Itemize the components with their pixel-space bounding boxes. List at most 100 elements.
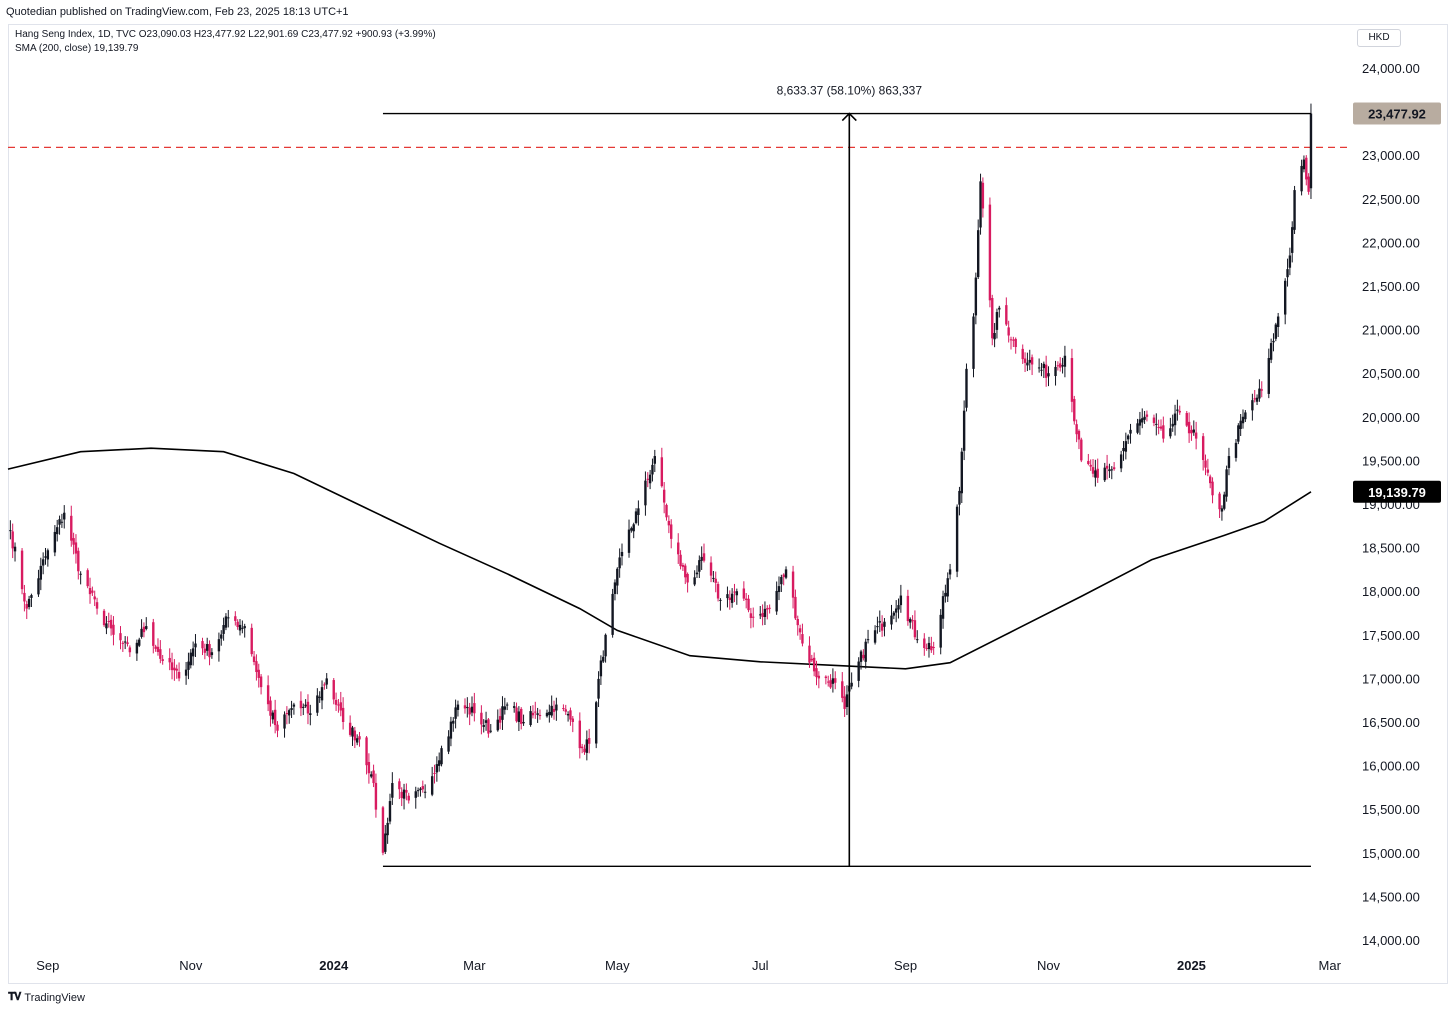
candle[interactable]: [599, 655, 603, 685]
candle[interactable]: [909, 617, 912, 629]
candle[interactable]: [1077, 429, 1081, 450]
candle[interactable]: [1157, 419, 1160, 435]
candle[interactable]: [700, 546, 703, 570]
candle[interactable]: [306, 694, 310, 725]
candle[interactable]: [91, 586, 94, 596]
candle[interactable]: [93, 590, 96, 607]
candle[interactable]: [1302, 155, 1306, 173]
candle[interactable]: [447, 730, 450, 755]
candle[interactable]: [283, 711, 286, 738]
candle[interactable]: [1141, 408, 1144, 429]
candle[interactable]: [827, 675, 830, 687]
candle[interactable]: [140, 619, 143, 639]
candle[interactable]: [897, 598, 900, 619]
symbol-legend[interactable]: Hang Seng Index, 1D, TVC O23,090.03 H23,…: [15, 29, 436, 40]
candle[interactable]: [531, 705, 535, 719]
candle[interactable]: [250, 623, 253, 657]
candle[interactable]: [184, 661, 188, 685]
candle[interactable]: [1253, 390, 1256, 403]
candle[interactable]: [273, 699, 277, 734]
candle[interactable]: [236, 619, 239, 630]
candle[interactable]: [651, 458, 654, 482]
candle[interactable]: [1056, 361, 1060, 371]
candle[interactable]: [981, 177, 985, 218]
candle[interactable]: [1075, 419, 1078, 443]
candle[interactable]: [1042, 361, 1046, 378]
candle[interactable]: [995, 308, 999, 339]
candle[interactable]: [1023, 352, 1027, 373]
candle[interactable]: [1269, 338, 1273, 364]
sma-line[interactable]: [7, 447, 1312, 670]
candle[interactable]: [892, 610, 896, 620]
candle[interactable]: [440, 745, 443, 767]
candle[interactable]: [782, 573, 785, 586]
candle[interactable]: [536, 707, 539, 723]
candle[interactable]: [46, 548, 50, 567]
candle[interactable]: [121, 640, 125, 652]
candle[interactable]: [1009, 336, 1013, 350]
candle[interactable]: [780, 574, 783, 592]
candle[interactable]: [1192, 420, 1195, 436]
candle[interactable]: [719, 598, 722, 611]
candle[interactable]: [1218, 491, 1221, 519]
candle[interactable]: [1223, 491, 1226, 511]
candle[interactable]: [435, 756, 439, 782]
candle[interactable]: [1255, 394, 1259, 406]
candle[interactable]: [1040, 362, 1043, 377]
candle[interactable]: [686, 572, 689, 593]
candle[interactable]: [906, 589, 910, 626]
candle[interactable]: [948, 563, 952, 580]
candle[interactable]: [960, 447, 963, 504]
currency-button[interactable]: HKD: [1357, 29, 1401, 47]
candle[interactable]: [862, 649, 865, 661]
candle[interactable]: [850, 672, 853, 690]
candle[interactable]: [555, 697, 558, 721]
candle[interactable]: [1096, 458, 1099, 483]
candle[interactable]: [913, 610, 917, 640]
candle[interactable]: [829, 674, 832, 689]
candle[interactable]: [414, 786, 417, 809]
candle[interactable]: [744, 593, 748, 609]
candle[interactable]: [112, 616, 115, 646]
candle[interactable]: [1143, 410, 1146, 424]
candle[interactable]: [1162, 416, 1165, 443]
candle[interactable]: [138, 637, 141, 648]
candle[interactable]: [667, 515, 671, 534]
candle[interactable]: [128, 645, 132, 657]
candle[interactable]: [433, 764, 436, 784]
candle[interactable]: [208, 640, 211, 666]
candle[interactable]: [332, 678, 335, 705]
candle[interactable]: [23, 584, 26, 612]
candle[interactable]: [890, 604, 893, 630]
candle[interactable]: [119, 626, 122, 650]
price-axis[interactable]: 24,000.0023,500.0023,000.0022,500.0022,0…: [1362, 61, 1420, 948]
candle[interactable]: [899, 584, 903, 613]
candle[interactable]: [752, 607, 755, 628]
candle[interactable]: [1091, 459, 1095, 478]
candle[interactable]: [1028, 349, 1031, 371]
candle[interactable]: [224, 613, 228, 631]
candle[interactable]: [681, 562, 685, 571]
candle[interactable]: [562, 704, 565, 712]
candle[interactable]: [1178, 405, 1181, 415]
candle[interactable]: [941, 590, 945, 629]
candle[interactable]: [473, 692, 476, 722]
candle[interactable]: [105, 616, 108, 635]
candle[interactable]: [337, 699, 340, 713]
candle[interactable]: [859, 649, 863, 670]
candle[interactable]: [290, 700, 293, 718]
candle[interactable]: [550, 695, 553, 718]
candle[interactable]: [60, 513, 64, 528]
candle[interactable]: [1251, 393, 1254, 421]
candle[interactable]: [407, 792, 410, 804]
candle[interactable]: [1206, 458, 1210, 477]
candle[interactable]: [1194, 421, 1198, 450]
candle[interactable]: [205, 637, 209, 656]
candle[interactable]: [580, 743, 584, 754]
candle[interactable]: [1307, 173, 1310, 195]
candle[interactable]: [20, 548, 24, 595]
candle[interactable]: [1185, 410, 1188, 428]
candle[interactable]: [894, 600, 898, 623]
candle[interactable]: [679, 550, 682, 570]
candle[interactable]: [880, 615, 884, 637]
